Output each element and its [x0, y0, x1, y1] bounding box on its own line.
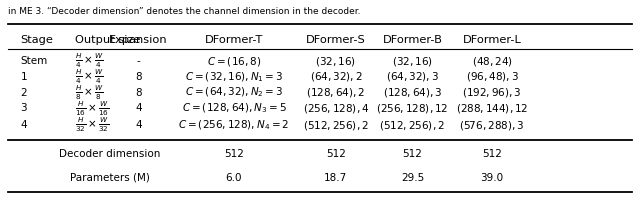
Text: 512: 512: [482, 149, 502, 159]
Text: 4: 4: [135, 120, 141, 130]
Text: $(32, 16)$: $(32, 16)$: [392, 55, 433, 68]
Text: 2: 2: [20, 88, 27, 98]
Text: $\frac{H}{4} \times \frac{W}{4}$: $\frac{H}{4} \times \frac{W}{4}$: [75, 68, 104, 86]
Text: $(64, 32), 2$: $(64, 32), 2$: [310, 70, 362, 83]
Text: $\frac{H}{8} \times \frac{W}{8}$: $\frac{H}{8} \times \frac{W}{8}$: [75, 83, 104, 102]
Text: 39.0: 39.0: [481, 173, 504, 183]
Text: DFormer-B: DFormer-B: [383, 35, 442, 45]
Text: $(256, 128), 12$: $(256, 128), 12$: [376, 102, 449, 115]
Text: DFormer-S: DFormer-S: [306, 35, 366, 45]
Text: $(32, 16)$: $(32, 16)$: [316, 55, 356, 68]
Text: $(576, 288), 3$: $(576, 288), 3$: [460, 119, 525, 132]
Text: $(128, 64), 3$: $(128, 64), 3$: [383, 86, 442, 99]
Text: $(128, 64), 2$: $(128, 64), 2$: [307, 86, 365, 99]
Text: -: -: [136, 56, 140, 66]
Text: DFormer-T: DFormer-T: [205, 35, 263, 45]
Text: 18.7: 18.7: [324, 173, 348, 183]
Text: $(256, 128), 4$: $(256, 128), 4$: [303, 102, 369, 115]
Text: in ME 3. “Decoder dimension” denotes the channel dimension in the decoder.: in ME 3. “Decoder dimension” denotes the…: [8, 7, 360, 16]
Text: Expansion: Expansion: [109, 35, 168, 45]
Text: 29.5: 29.5: [401, 173, 424, 183]
Text: $(512, 256), 2$: $(512, 256), 2$: [380, 119, 445, 132]
Text: 512: 512: [403, 149, 422, 159]
Text: $\frac{H}{4} \times \frac{W}{4}$: $\frac{H}{4} \times \frac{W}{4}$: [75, 52, 104, 70]
Text: $(96, 48), 3$: $(96, 48), 3$: [466, 70, 518, 83]
Text: $(64, 32), 3$: $(64, 32), 3$: [386, 70, 439, 83]
Text: 8: 8: [135, 72, 141, 82]
Text: $C = (128, 64), N_3 = 5$: $C = (128, 64), N_3 = 5$: [182, 101, 287, 115]
Text: $(192, 96), 3$: $(192, 96), 3$: [462, 86, 522, 99]
Text: $C = (16, 8)$: $C = (16, 8)$: [207, 55, 261, 68]
Text: $C = (256, 128), N_4 = 2$: $C = (256, 128), N_4 = 2$: [179, 118, 290, 132]
Text: 8: 8: [135, 88, 141, 98]
Text: $(512, 256), 2$: $(512, 256), 2$: [303, 119, 369, 132]
Text: 4: 4: [20, 120, 27, 130]
Text: DFormer-L: DFormer-L: [463, 35, 522, 45]
Text: Output size: Output size: [75, 35, 140, 45]
Text: 1: 1: [20, 72, 27, 82]
Text: $(48, 24)$: $(48, 24)$: [472, 55, 513, 68]
Text: 4: 4: [135, 103, 141, 113]
Text: $C = (64, 32), N_2 = 3$: $C = (64, 32), N_2 = 3$: [185, 86, 283, 100]
Text: Stem: Stem: [20, 56, 48, 66]
Text: $(288, 144), 12$: $(288, 144), 12$: [456, 102, 528, 115]
Text: Decoder dimension: Decoder dimension: [59, 149, 161, 159]
Text: 512: 512: [224, 149, 244, 159]
Text: 512: 512: [326, 149, 346, 159]
Text: $\frac{H}{16} \times \frac{W}{16}$: $\frac{H}{16} \times \frac{W}{16}$: [75, 99, 109, 118]
Text: $\frac{H}{32} \times \frac{W}{32}$: $\frac{H}{32} \times \frac{W}{32}$: [75, 116, 109, 134]
Text: $C = (32, 16), N_1 = 3$: $C = (32, 16), N_1 = 3$: [185, 70, 283, 84]
Text: 3: 3: [20, 103, 27, 113]
Text: 6.0: 6.0: [226, 173, 242, 183]
Text: Parameters (M): Parameters (M): [70, 173, 150, 183]
Text: Stage: Stage: [20, 35, 53, 45]
